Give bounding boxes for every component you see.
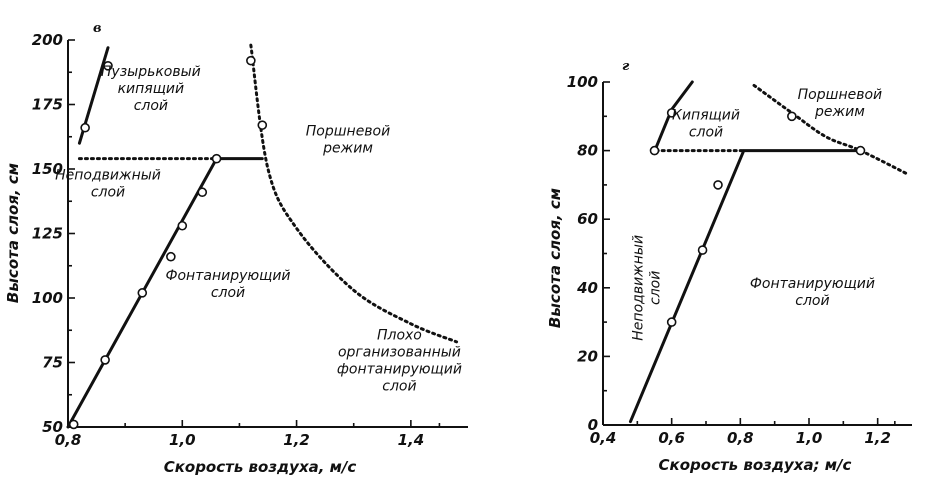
chart-panel-v: 0,8 1,0 1,2 1,4 50 75 100 125 150 175 200 Скорость …: [4, 21, 468, 476]
data-point: [666, 108, 677, 118]
x-axis-title: Скорость воздуха; м/с: [659, 456, 852, 474]
y-tick-label: 60: [577, 210, 598, 228]
y-axis-title: Высота слоя, см: [4, 163, 22, 303]
x-tick-label: 0,4: [590, 429, 617, 447]
y-tick-label: 40: [576, 279, 598, 297]
data-point: [68, 419, 79, 430]
y-tick-label: 80: [577, 142, 598, 160]
x-tick-label: 1,0: [169, 431, 196, 449]
data-point: [246, 55, 256, 66]
boundary-dotted-line: [752, 83, 911, 177]
data-point: [166, 251, 176, 262]
region-label: Неподвижныйслой: [630, 235, 663, 341]
data-point: [713, 180, 723, 190]
boundary-dotted-line: [249, 43, 459, 344]
data-solid-line: [628, 149, 862, 424]
region-label: Поршневой режим: [306, 123, 390, 156]
region-label: Кипящий слой: [672, 108, 740, 141]
y-tick-label: 50: [42, 418, 63, 436]
y-tick-label: 100: [567, 73, 598, 91]
region-label: Плохо организованный фонтанирующий слой: [337, 327, 462, 394]
data-point: [80, 122, 90, 133]
x-tick-label: 0,6: [658, 429, 685, 447]
chart-panel-g: 0,4 0,6 0,8 1,0 1,2 0 20 40 60 80 100 Скорость возд…: [546, 59, 912, 474]
y-tick-label: 125: [32, 225, 63, 243]
data-point: [177, 220, 188, 231]
data-point: [666, 317, 677, 327]
region-label: Фонтанирующий слой: [165, 268, 290, 301]
panel-letter: г: [622, 59, 630, 74]
y-tick-label: 75: [42, 354, 63, 372]
y-tick-label: 0: [588, 416, 598, 434]
data-point: [257, 120, 268, 130]
x-tick-label: 1,2: [283, 431, 310, 449]
region-label: Поршневой режим: [798, 87, 882, 120]
data-point: [211, 153, 222, 164]
data-point: [103, 61, 113, 71]
y-tick-label: 175: [32, 96, 63, 114]
y-axis-title: Высота слоя, см: [546, 188, 564, 328]
x-axis-title: Скорость воздуха, м/с: [164, 458, 357, 476]
y-tick-label: 100: [32, 289, 63, 307]
x-tick-label: 1,4: [398, 431, 425, 449]
panel-letter: в: [93, 21, 102, 36]
data-point: [855, 145, 866, 156]
y-tick-label: 150: [32, 160, 63, 178]
region-label: Пузырьковый кипящий слой: [101, 64, 201, 114]
data-point: [787, 111, 797, 122]
x-tick-label: 0,8: [727, 429, 754, 447]
x-tick-label: 1,2: [864, 429, 891, 447]
region-label: Фонтанирующий слой: [750, 276, 875, 309]
data-point: [697, 245, 708, 255]
y-tick-label: 20: [577, 347, 598, 365]
x-tick-label: 1,0: [796, 429, 823, 447]
x-tick-label: 0,8: [55, 431, 82, 449]
data-point: [649, 145, 660, 156]
data-point: [137, 288, 148, 298]
y-tick-label: 200: [32, 31, 63, 49]
data-point: [197, 187, 208, 198]
data-point: [100, 355, 110, 365]
